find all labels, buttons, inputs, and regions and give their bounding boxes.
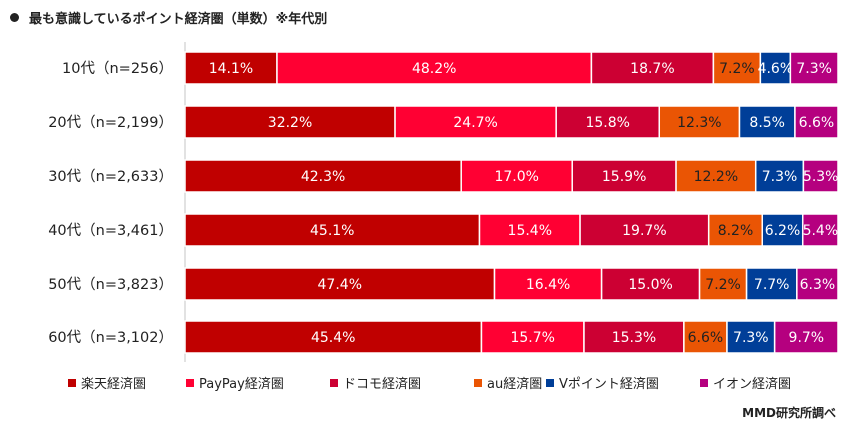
bar-segment xyxy=(394,105,557,139)
data-label: 15.4% xyxy=(508,223,552,239)
bar-segment xyxy=(801,213,839,247)
data-label: 47.4% xyxy=(318,277,362,293)
data-label: 7.2% xyxy=(705,277,741,293)
bar-segment xyxy=(184,267,496,301)
bar-segment xyxy=(789,51,839,85)
legend-label: イオン経済圏 xyxy=(713,376,791,392)
bar-segment xyxy=(590,51,715,85)
legend-swatch xyxy=(186,379,194,387)
legend-label: ドコモ経済圏 xyxy=(343,376,421,392)
data-label: 15.0% xyxy=(628,277,672,293)
data-label: 15.7% xyxy=(510,330,554,346)
data-label: 15.9% xyxy=(602,169,646,185)
bar-segment xyxy=(184,159,462,193)
legend-label: PayPay経済圏 xyxy=(199,376,284,392)
data-label: 6.6% xyxy=(688,330,724,346)
data-label: 7.3% xyxy=(762,169,798,185)
data-label: 7.7% xyxy=(754,277,790,293)
data-label: 6.2% xyxy=(765,223,801,239)
data-label: 32.2% xyxy=(268,115,312,131)
bar-segment xyxy=(555,105,661,139)
data-label: 7.3% xyxy=(796,61,832,77)
data-label: 8.5% xyxy=(749,115,785,131)
data-label: 15.3% xyxy=(612,330,656,346)
bar-segment xyxy=(754,159,805,193)
data-label: 19.7% xyxy=(622,223,666,239)
legend-label: 楽天経済圏 xyxy=(81,376,146,392)
bar-segment xyxy=(184,213,481,247)
bar-segment xyxy=(794,105,839,139)
category-label: 30代（n=2,633） xyxy=(48,168,173,185)
bar-segment xyxy=(276,51,593,85)
data-label: 7.3% xyxy=(733,330,769,346)
bar-segment xyxy=(493,267,603,301)
bar-segment xyxy=(184,320,483,354)
bar-segment xyxy=(579,213,710,247)
category-label: 50代（n=3,823） xyxy=(48,276,173,293)
data-label: 16.4% xyxy=(526,277,570,293)
bar-segment xyxy=(726,320,776,354)
data-label: 9.7% xyxy=(789,330,825,346)
bar-segment xyxy=(759,51,792,85)
data-label: 4.6% xyxy=(758,61,794,77)
data-label: 5.3% xyxy=(803,169,839,185)
bar-segment xyxy=(460,159,573,193)
data-label: 5.4% xyxy=(803,223,839,239)
bar-segment xyxy=(738,105,796,139)
data-label: 15.8% xyxy=(585,115,629,131)
bullet-icon xyxy=(10,13,19,22)
legend-swatch xyxy=(700,379,708,387)
data-label: 17.0% xyxy=(494,169,538,185)
data-label: 24.7% xyxy=(453,115,497,131)
category-label: 20代（n=2,199） xyxy=(48,114,173,131)
data-label: 6.6% xyxy=(799,115,835,131)
data-label: 12.2% xyxy=(694,169,738,185)
data-label: 14.1% xyxy=(209,61,253,77)
data-label: 8.2% xyxy=(718,223,754,239)
bar-segment xyxy=(773,320,839,354)
category-label: 60代（n=3,102） xyxy=(48,329,173,346)
bar-segment xyxy=(675,159,757,193)
data-label: 6.3% xyxy=(800,277,836,293)
bar-segment xyxy=(745,267,798,301)
legend-swatch xyxy=(330,379,338,387)
bar-segment xyxy=(796,267,839,301)
data-label: 45.1% xyxy=(310,223,354,239)
data-label: 45.4% xyxy=(311,330,355,346)
data-label: 18.7% xyxy=(630,61,674,77)
bar-segment xyxy=(184,51,278,85)
bar-segment xyxy=(761,213,804,247)
legend-swatch xyxy=(546,379,554,387)
bar-segment xyxy=(658,105,741,139)
legend-label: au経済圏 xyxy=(487,376,542,392)
bar-segment xyxy=(712,51,762,85)
category-label: 40代（n=3,461） xyxy=(48,222,173,239)
chart-title: 最も意識しているポイント経済圏（単数）※年代別 xyxy=(10,8,327,27)
category-label: 10代（n=256） xyxy=(62,60,173,77)
data-label: 48.2% xyxy=(412,61,456,77)
bar-segment xyxy=(707,213,764,247)
source-note: MMD研究所調べ xyxy=(742,406,836,420)
bar-segment xyxy=(583,320,685,354)
data-label: 7.2% xyxy=(719,61,755,77)
legend-label: Vポイント経済圏 xyxy=(559,376,659,392)
legend-swatch xyxy=(474,379,482,387)
data-label: 42.3% xyxy=(301,169,345,185)
chart-title-text: 最も意識しているポイント経済圏（単数）※年代別 xyxy=(29,12,328,27)
bar-segment xyxy=(571,159,677,193)
legend-swatch xyxy=(68,379,76,387)
data-label: 12.3% xyxy=(677,115,721,131)
bar-segment xyxy=(802,159,839,193)
